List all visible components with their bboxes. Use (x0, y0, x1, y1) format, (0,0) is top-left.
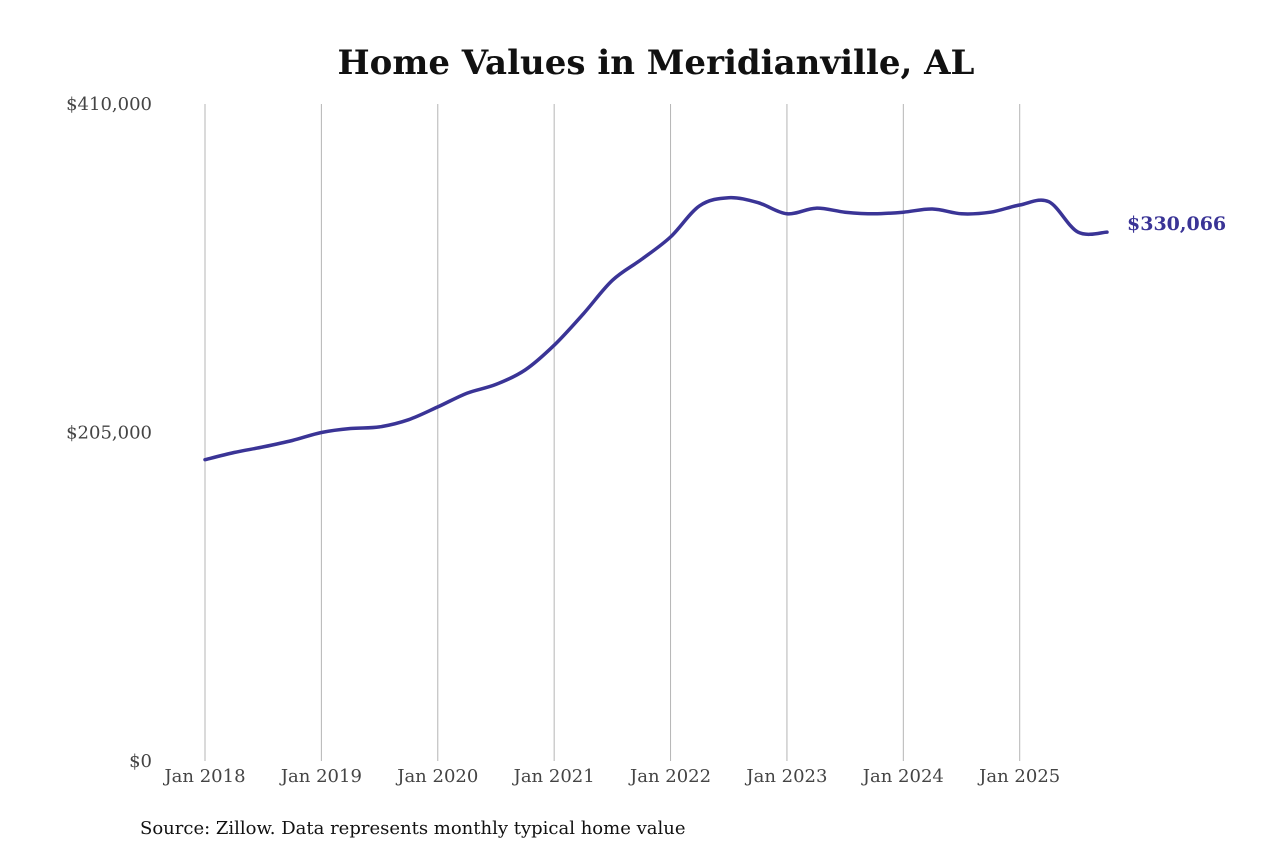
chart-title: Home Values in Meridianville, AL (338, 43, 975, 83)
x-tick-label: Jan 2022 (628, 766, 711, 787)
y-axis-tick-labels: $0 $205,000 $410,000 (66, 94, 152, 772)
source-note: Source: Zillow. Data represents monthly … (140, 818, 686, 839)
latest-value-label: $330,066 (1127, 213, 1226, 235)
x-tick-label: Jan 2025 (977, 766, 1060, 787)
y-tick-label: $0 (129, 751, 152, 772)
home-value-line (203, 195, 1109, 462)
y-tick-label: $205,000 (66, 423, 152, 444)
x-axis-tick-labels: Jan 2018 Jan 2019 Jan 2020 Jan 2021 Jan 2022… (162, 766, 1060, 787)
x-tick-label: Jan 2023 (744, 766, 827, 787)
y-tick-label: $410,000 (66, 94, 152, 115)
x-tick-label: Jan 2024 (861, 766, 944, 787)
x-tick-label: Jan 2020 (395, 766, 478, 787)
x-tick-label: Jan 2019 (279, 766, 362, 787)
x-tick-label: Jan 2018 (162, 766, 245, 787)
x-tick-label: Jan 2021 (512, 766, 595, 787)
